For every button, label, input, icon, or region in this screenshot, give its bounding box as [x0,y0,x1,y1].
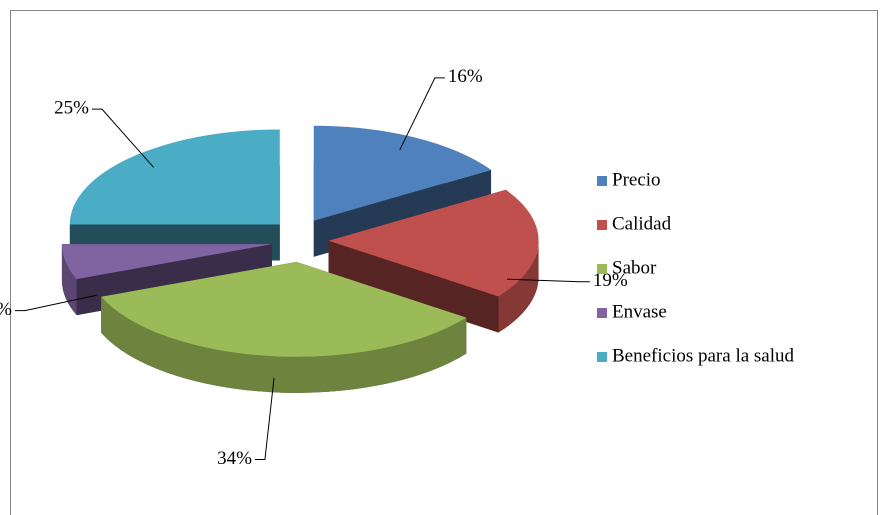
pie-slice [328,189,539,333]
legend-label: Sabor [612,257,657,278]
legend-swatch [597,352,607,362]
data-label: 19% [593,270,628,291]
legend-swatch [597,176,607,186]
leader-line [14,294,97,312]
pie-slice [101,261,467,393]
slice-side [498,240,539,333]
slice-top [328,189,539,297]
data-label: 6% [0,299,12,320]
leader-line [399,77,445,151]
chart-border [10,10,878,515]
leader-line [92,108,154,168]
leader-line [506,278,590,283]
data-label: 16% [448,66,483,87]
slice-top [313,125,492,221]
slice-top [69,129,280,225]
legend-swatch [597,220,607,230]
leader-line [254,377,275,461]
data-label: 25% [54,98,89,119]
slice-top [61,244,272,280]
slice-side [61,244,77,316]
slice-top [101,261,467,357]
legend-label: Beneficios para la salud [612,345,795,366]
slice-side [101,296,467,393]
legend-swatch [597,308,607,318]
legend-label: Precio [612,169,661,190]
data-label: 34% [217,448,252,469]
legend-label: Calidad [612,213,672,234]
legend-label: Envase [612,301,667,322]
pie-slice [69,129,280,261]
legend-swatch [597,264,607,274]
slice-edge [328,240,499,333]
